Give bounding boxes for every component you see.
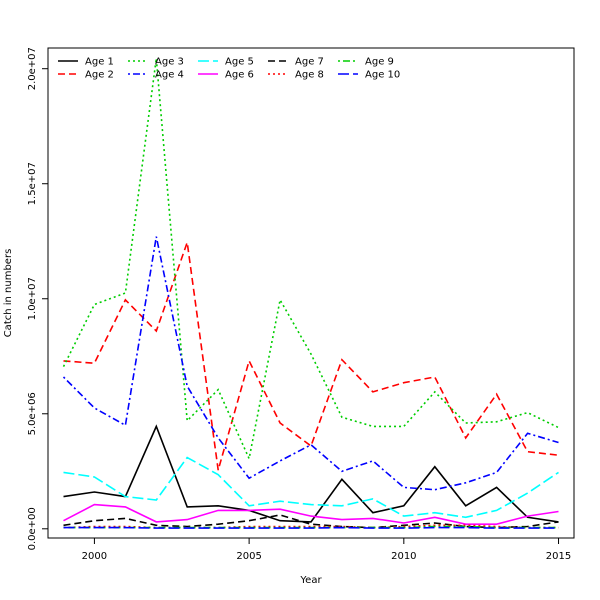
legend-item-age-4: Age 4 [128,70,184,81]
legend-label: Age 3 [155,57,184,68]
x-axis: 2000 2005 2010 2015 [82,537,571,562]
legend-label: Age 10 [365,70,400,81]
y-tick-label: 2.0e+07 [27,47,38,90]
legend-item-age-6: Age 6 [198,70,254,81]
legend-label: Age 9 [365,57,394,68]
legend-item-age-8: Age 8 [268,70,324,81]
legend-label: Age 8 [295,70,324,81]
y-axis-title: Catch in numbers [3,249,14,338]
series-line-age-7 [63,514,559,529]
legend-item-age-9: Age 9 [338,57,394,68]
series-line-age-5 [63,456,559,519]
y-tick-label: 1.5e+07 [27,162,38,205]
x-tick-label: 2000 [82,551,107,562]
legend-item-age-5: Age 5 [198,57,254,68]
legend-label: Age 6 [225,70,254,81]
series-line-age-1 [63,424,559,523]
series-line-age-10 [63,526,559,529]
y-tick-label: 0.0e+00 [27,507,38,550]
series-lines [62,58,559,529]
legend-label: Age 5 [225,57,254,68]
legend-item-age-1: Age 1 [58,57,114,68]
x-axis-title: Year [299,575,322,586]
y-tick-label: 1.0e+07 [27,277,38,320]
x-tick-label: 2015 [546,551,571,562]
x-tick-label: 2005 [236,551,261,562]
legend-item-age-10: Age 10 [338,70,400,81]
y-tick-label: 5.0e+06 [27,392,38,435]
legend: Age 1 Age 2 Age 3 Age 4 Age 5 Age 6 Age 7 Age 8… [58,57,400,81]
x-tick-label: 2010 [391,551,416,562]
legend-item-age-2: Age 2 [58,70,114,81]
series-line-age-4 [62,236,559,491]
series-line-age-3 [62,58,559,462]
legend-item-age-3: Age 3 [128,57,184,68]
series-line-age-6 [63,503,559,526]
legend-label: Age 1 [85,57,114,68]
legend-label: Age 2 [85,70,114,81]
legend-label: Age 4 [155,70,184,81]
y-axis: 0.0e+00 5.0e+06 1.0e+07 1.5e+07 2.0e+07 [27,47,49,550]
series-line-age-2 [63,242,559,471]
plot-frame [47,47,575,539]
legend-label: Age 7 [295,57,324,68]
legend-item-age-7: Age 7 [268,57,324,68]
